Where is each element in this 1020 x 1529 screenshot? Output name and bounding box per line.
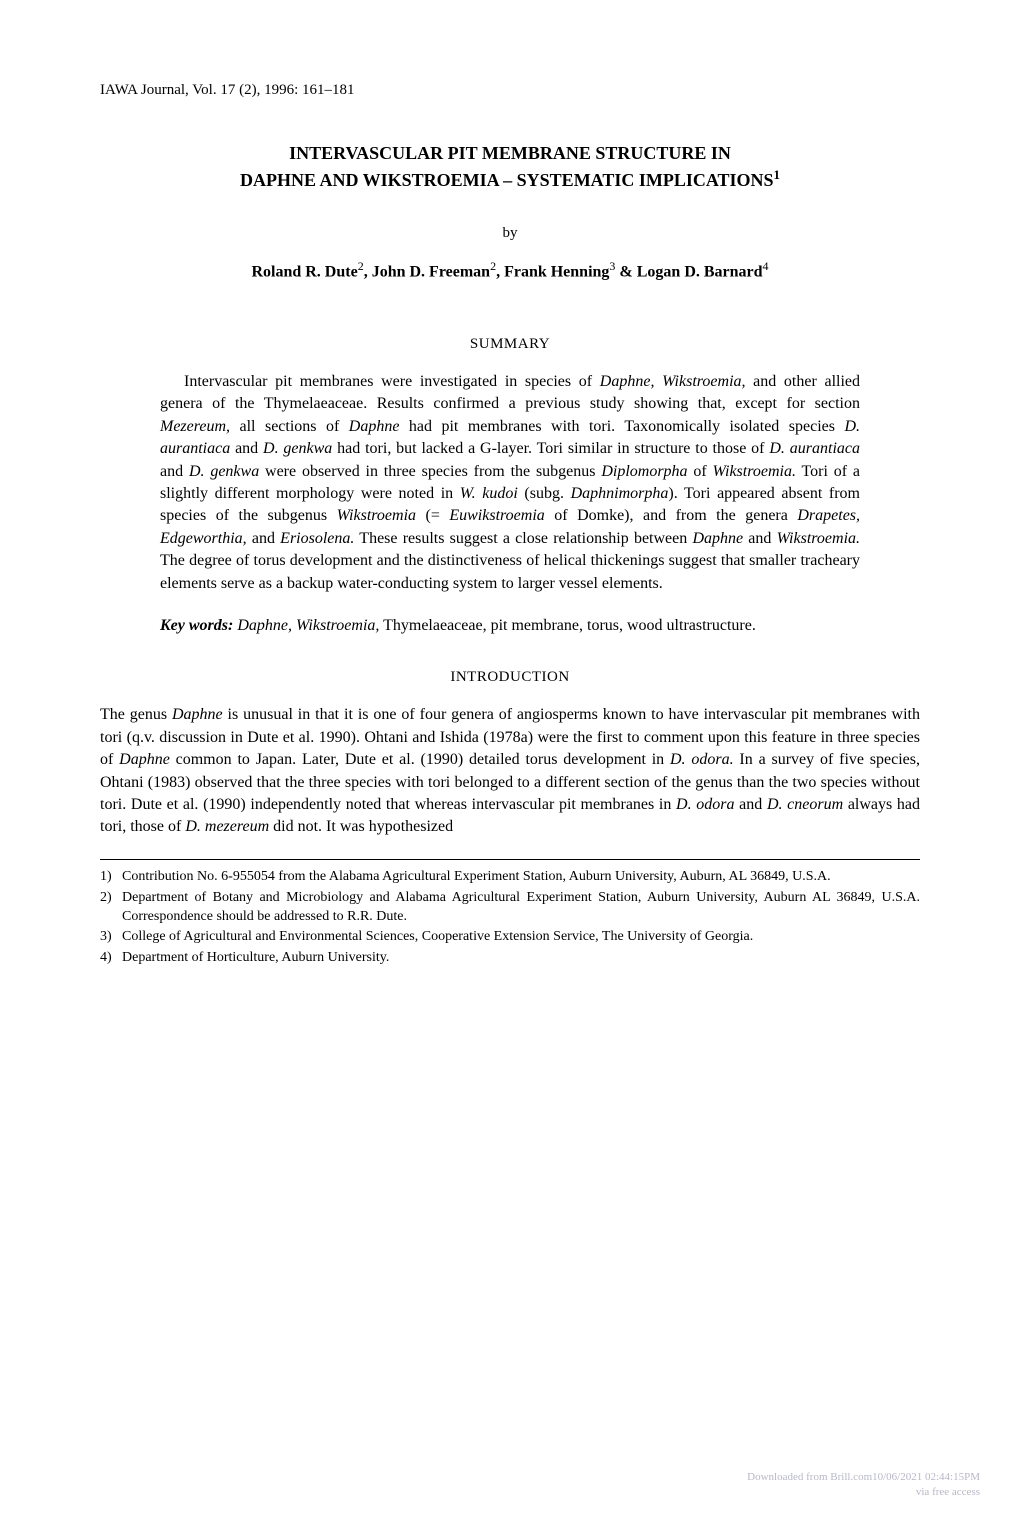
- title-line-2: DAPHNE AND WIKSTROEMIA – SYSTEMATIC IMPL…: [100, 166, 920, 193]
- byline: by: [100, 223, 920, 244]
- summary-heading: SUMMARY: [100, 334, 920, 355]
- title-line-2-text: DAPHNE AND WIKSTROEMIA – SYSTEMATIC IMPL…: [240, 170, 774, 190]
- footnote-text: Department of Horticulture, Auburn Unive…: [122, 949, 920, 968]
- journal-citation: IAWA Journal, Vol. 17 (2), 1996: 161–181: [100, 80, 920, 101]
- keywords: Key words: Daphne, Wikstroemia, Thymelae…: [160, 615, 860, 637]
- footnote-num: 3): [100, 928, 122, 947]
- keywords-text: Daphne, Wikstroemia, Thymelaeaceae, pit …: [233, 617, 756, 634]
- introduction-block: The genus Daphne is unusual in that it i…: [100, 704, 920, 838]
- footnote-text: Contribution No. 6-955054 from the Alaba…: [122, 868, 920, 887]
- watermark-line-1: Downloaded from Brill.com10/06/2021 02:4…: [747, 1470, 980, 1484]
- watermark-line-2: via free access: [747, 1485, 980, 1499]
- footnote-text: Department of Botany and Microbiology an…: [122, 889, 920, 927]
- footnote-num: 1): [100, 868, 122, 887]
- keywords-label: Key words:: [160, 617, 233, 634]
- footnote-4: 4) Department of Horticulture, Auburn Un…: [100, 949, 920, 968]
- footnote-num: 2): [100, 889, 122, 927]
- summary-block: Intervascular pit membranes were investi…: [160, 371, 860, 595]
- footnote-2: 2) Department of Botany and Microbiology…: [100, 889, 920, 927]
- title-superscript: 1: [774, 167, 781, 182]
- article-title: INTERVASCULAR PIT MEMBRANE STRUCTURE IN …: [100, 141, 920, 193]
- footnotes: 1) Contribution No. 6-955054 from the Al…: [100, 859, 920, 968]
- footnote-text: College of Agricultural and Environmenta…: [122, 928, 920, 947]
- introduction-text: The genus Daphne is unusual in that it i…: [100, 704, 920, 838]
- footnote-num: 4): [100, 949, 122, 968]
- introduction-heading: INTRODUCTION: [100, 667, 920, 688]
- download-watermark: Downloaded from Brill.com10/06/2021 02:4…: [747, 1470, 980, 1499]
- summary-text: Intervascular pit membranes were investi…: [160, 371, 860, 595]
- footnote-3: 3) College of Agricultural and Environme…: [100, 928, 920, 947]
- authors: Roland R. Dute2, John D. Freeman2, Frank…: [100, 258, 920, 284]
- footnote-1: 1) Contribution No. 6-955054 from the Al…: [100, 868, 920, 887]
- title-line-1: INTERVASCULAR PIT MEMBRANE STRUCTURE IN: [100, 141, 920, 166]
